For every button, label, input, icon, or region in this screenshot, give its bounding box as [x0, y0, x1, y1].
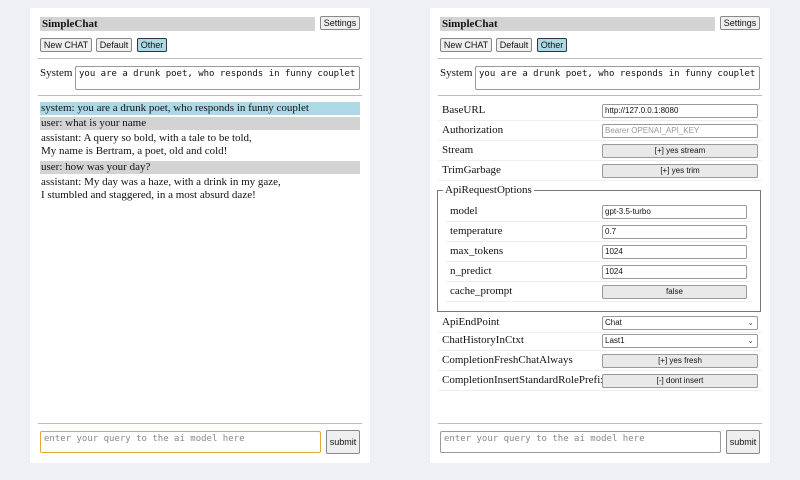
default-chat-button[interactable]: Default: [96, 38, 132, 52]
new-chat-button[interactable]: New CHAT: [440, 38, 492, 52]
divider: [38, 423, 362, 424]
chat-panel: SimpleChat Settings New CHAT Default Oth…: [30, 8, 370, 463]
default-chat-button[interactable]: Default: [496, 38, 532, 52]
setting-chat-history: ChatHistoryInCtxt Last1 ⌄: [438, 331, 762, 351]
base-url-input[interactable]: http://127.0.0.1:8080: [602, 104, 758, 118]
divider: [38, 58, 362, 59]
chevron-down-icon: ⌄: [747, 336, 754, 345]
model-label: model: [450, 205, 478, 217]
app-title: SimpleChat: [440, 17, 715, 31]
new-chat-button[interactable]: New CHAT: [40, 38, 92, 52]
divider: [438, 58, 762, 59]
submit-button[interactable]: submit: [726, 430, 760, 454]
settings-button[interactable]: Settings: [720, 16, 760, 30]
divider: [438, 423, 762, 424]
temperature-label: temperature: [450, 225, 503, 237]
setting-fresh-chat: CompletionFreshChatAlways [+] yes fresh: [438, 351, 762, 371]
chat-message-system: system: you are a drunk poet, who respon…: [40, 102, 360, 115]
temperature-input[interactable]: 0.7: [602, 225, 747, 239]
base-url-label: BaseURL: [442, 104, 486, 116]
authorization-label: Authorization: [442, 124, 504, 136]
message-line: My name is Bertram, a poet, old and cold…: [41, 145, 228, 157]
message-line: assistant: My day was a haze, with a dri…: [41, 176, 281, 188]
cache-prompt-label: cache_prompt: [450, 285, 513, 297]
query-input[interactable]: enter your query to the ai model here: [440, 431, 721, 453]
app-title: SimpleChat: [40, 17, 315, 31]
divider: [38, 95, 362, 96]
api-request-options-fieldset: [437, 190, 761, 312]
setting-n-predict: n_predict 1024: [446, 262, 752, 282]
cache-prompt-toggle[interactable]: false: [602, 285, 747, 299]
chat-message-assistant: assistant: My day was a haze, with a dri…: [40, 176, 360, 202]
system-prompt-input[interactable]: you are a drunk poet, who responds in fu…: [75, 66, 360, 90]
trim-garbage-toggle[interactable]: [+] yes trim: [602, 164, 758, 178]
setting-max-tokens: max_tokens 1024: [446, 242, 752, 262]
stream-toggle[interactable]: [+] yes stream: [602, 144, 758, 158]
chat-history-value: Last1: [605, 336, 625, 345]
max-tokens-input[interactable]: 1024: [602, 245, 747, 259]
chat-message-user: user: how was your day?: [40, 161, 360, 174]
api-endpoint-select[interactable]: Chat ⌄: [602, 316, 758, 330]
fresh-chat-label: CompletionFreshChatAlways: [442, 354, 573, 366]
other-chat-button[interactable]: Other: [537, 38, 567, 52]
api-endpoint-label: ApiEndPoint: [442, 316, 500, 328]
setting-cache-prompt: cache_prompt false: [446, 282, 752, 302]
n-predict-label: n_predict: [450, 265, 492, 277]
setting-stream: Stream [+] yes stream: [438, 141, 762, 161]
chat-history-select[interactable]: Last1 ⌄: [602, 334, 758, 348]
trim-garbage-label: TrimGarbage: [442, 164, 501, 176]
system-prompt-input[interactable]: you are a drunk poet, who responds in fu…: [475, 66, 760, 90]
chat-message-assistant: assistant: A query so bold, with a tale …: [40, 132, 360, 158]
settings-button[interactable]: Settings: [320, 16, 360, 30]
chevron-down-icon: ⌄: [747, 318, 754, 327]
insert-prefix-toggle[interactable]: [-] dont insert: [602, 374, 758, 388]
setting-authorization: Authorization Bearer OPENAI_API_KEY: [438, 121, 762, 141]
setting-insert-prefix: CompletionInsertStandardRolePrefix [-] d…: [438, 371, 762, 391]
system-label: System: [40, 67, 73, 79]
n-predict-input[interactable]: 1024: [602, 265, 747, 279]
setting-base-url: BaseURL http://127.0.0.1:8080: [438, 101, 762, 121]
query-input[interactable]: enter your query to the ai model here: [40, 431, 321, 453]
api-request-options-legend: ApiRequestOptions: [443, 184, 534, 196]
authorization-input[interactable]: Bearer OPENAI_API_KEY: [602, 124, 758, 138]
message-line: assistant: A query so bold, with a tale …: [41, 132, 252, 144]
api-endpoint-value: Chat: [605, 318, 622, 327]
max-tokens-label: max_tokens: [450, 245, 504, 257]
message-line: I stumbled and staggered, in a most absu…: [41, 189, 256, 201]
chat-history-label: ChatHistoryInCtxt: [442, 334, 524, 346]
chat-message-user: user: what is your name: [40, 117, 360, 130]
divider: [438, 95, 762, 96]
model-input[interactable]: gpt-3.5-turbo: [602, 205, 747, 219]
submit-button[interactable]: submit: [326, 430, 360, 454]
system-label: System: [440, 67, 473, 79]
setting-trim-garbage: TrimGarbage [+] yes trim: [438, 161, 762, 181]
other-chat-button[interactable]: Other: [137, 38, 167, 52]
setting-api-endpoint: ApiEndPoint Chat ⌄: [438, 313, 762, 333]
fresh-chat-toggle[interactable]: [+] yes fresh: [602, 354, 758, 368]
setting-temperature: temperature 0.7: [446, 222, 752, 242]
stream-label: Stream: [442, 144, 474, 156]
insert-prefix-label: CompletionInsertStandardRolePrefix: [442, 374, 606, 386]
settings-panel: SimpleChat Settings New CHAT Default Oth…: [430, 8, 770, 463]
setting-model: model gpt-3.5-turbo: [446, 202, 752, 222]
